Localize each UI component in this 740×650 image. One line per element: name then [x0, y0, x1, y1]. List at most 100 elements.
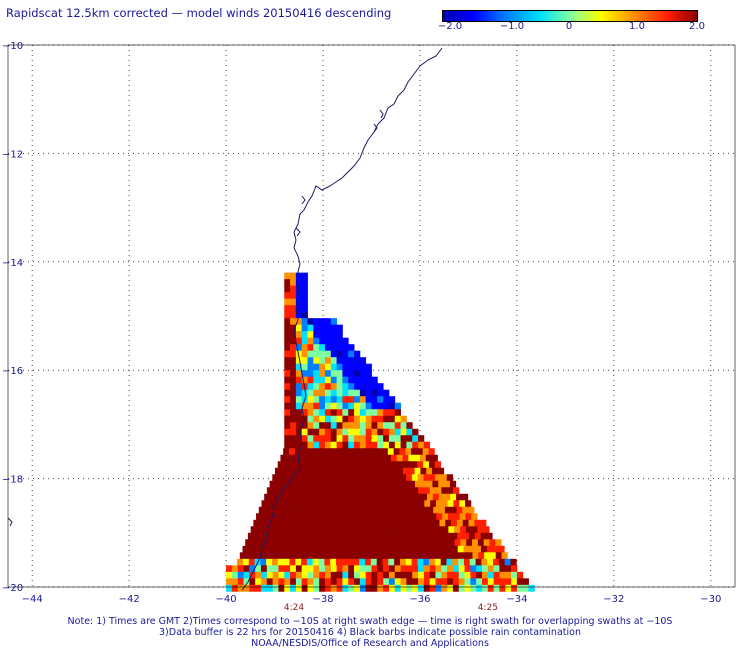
wind-cell — [406, 435, 413, 443]
wind-cell — [296, 500, 303, 508]
wind-cell — [434, 545, 441, 553]
wind-cell — [458, 558, 465, 566]
wind-cell — [336, 396, 343, 404]
wind-cell — [324, 318, 332, 326]
wind-cell — [452, 558, 459, 566]
wind-cell — [231, 571, 239, 579]
wind-cell — [359, 428, 367, 436]
wind-cell — [284, 415, 291, 423]
wind-cell — [284, 279, 291, 287]
wind-cell — [367, 552, 374, 560]
wind-cell — [396, 454, 403, 462]
wind-cell — [371, 441, 378, 449]
wind-cell — [324, 402, 332, 410]
wind-cell — [284, 396, 291, 404]
wind-cell — [277, 461, 284, 469]
wind-cell — [378, 513, 385, 521]
wind-cell — [371, 500, 379, 508]
wind-cell — [452, 487, 460, 495]
wind-cell — [457, 545, 464, 553]
wind-cell — [338, 467, 346, 475]
wind-cell — [301, 558, 308, 566]
wind-cell — [344, 552, 351, 560]
wind-cell — [450, 506, 457, 514]
wind-cell — [354, 370, 361, 378]
wind-cell — [468, 519, 475, 527]
wind-cell — [255, 584, 262, 592]
wind-cell — [290, 311, 297, 319]
wind-cell — [301, 324, 308, 332]
wind-cell — [284, 389, 291, 397]
wind-cell — [357, 506, 364, 514]
wind-cell — [406, 422, 413, 430]
wind-cell — [365, 396, 372, 404]
wind-cell — [378, 539, 386, 547]
wind-cell — [301, 272, 308, 280]
wind-cell — [377, 428, 384, 436]
wind-cell — [367, 539, 374, 547]
wind-cell — [447, 578, 454, 586]
wind-cell — [243, 571, 250, 579]
wind-cell — [365, 584, 372, 592]
wind-cell — [295, 584, 303, 592]
wind-cell — [325, 513, 333, 521]
wind-cell — [313, 389, 320, 397]
wind-cell — [511, 584, 518, 592]
wind-cell — [371, 428, 378, 436]
wind-cell — [365, 435, 372, 443]
wind-cell — [474, 519, 481, 527]
wind-cell — [256, 539, 264, 547]
wind-cell — [249, 584, 256, 592]
wind-cell — [306, 545, 313, 553]
wind-cell — [321, 454, 328, 462]
wind-cell — [435, 565, 442, 573]
wind-cell — [371, 565, 378, 573]
wind-cell — [452, 565, 460, 573]
wind-cell — [251, 552, 258, 560]
wind-cell — [336, 474, 343, 482]
wind-cell — [372, 526, 379, 534]
wind-cell — [451, 545, 459, 553]
wind-cell — [301, 422, 308, 430]
wind-cell — [256, 513, 263, 521]
wind-cell — [315, 539, 322, 547]
wind-cell — [295, 487, 303, 495]
wind-cell — [394, 402, 401, 410]
wind-cell — [358, 532, 365, 540]
wind-cell — [295, 422, 303, 430]
wind-cell — [456, 519, 464, 527]
wind-cell — [284, 350, 291, 358]
wind-cell — [309, 552, 316, 560]
wind-cell — [456, 506, 463, 514]
wind-cell — [348, 500, 355, 508]
wind-cell — [319, 441, 326, 449]
wind-cell — [318, 545, 325, 553]
wind-cell — [348, 584, 355, 592]
wind-cell — [319, 500, 326, 508]
wind-cell — [248, 545, 255, 553]
wind-cell — [313, 584, 320, 592]
wind-cell — [357, 493, 364, 501]
wind-cell — [380, 506, 388, 514]
wind-cell — [376, 545, 383, 553]
wind-cell — [451, 532, 458, 540]
wind-cell — [377, 487, 384, 495]
wind-cell — [461, 493, 469, 501]
wind-cell — [307, 487, 314, 495]
wind-cell — [351, 480, 358, 488]
wind-cell — [319, 428, 326, 436]
wind-cell — [289, 558, 296, 566]
wind-cell — [385, 552, 392, 560]
wind-cell — [301, 350, 308, 358]
wind-cell — [262, 526, 269, 534]
wind-cell — [358, 448, 365, 456]
wind-cell — [307, 474, 314, 482]
wind-cell — [282, 519, 289, 527]
wind-cell — [376, 448, 383, 456]
wind-cell — [226, 584, 233, 592]
wind-cell — [482, 565, 489, 573]
wind-cell — [342, 350, 349, 358]
wind-cell — [324, 350, 332, 358]
wind-cell — [336, 578, 343, 586]
wind-cell — [349, 539, 357, 547]
